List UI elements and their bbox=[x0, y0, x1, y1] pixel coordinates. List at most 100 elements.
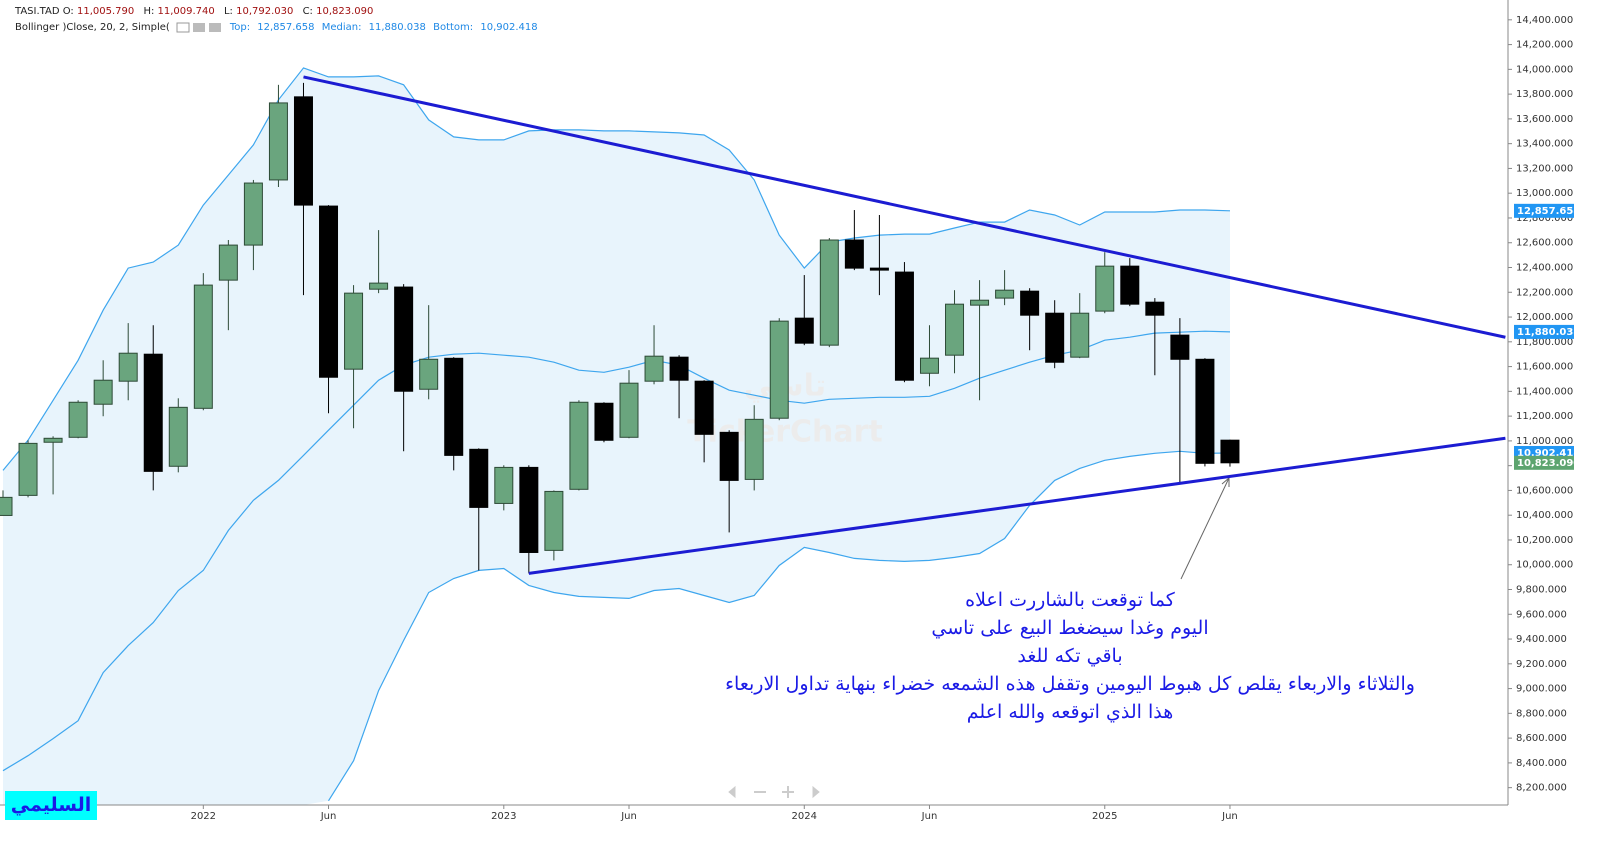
ohlc-name: C: bbox=[302, 6, 313, 17]
annotation: كما توقعت بالشاررت اعلاه اليوم وغدا سيضغط… bbox=[640, 586, 1500, 726]
annotation-line: اليوم وغدا سيضغط البيع على تاسي bbox=[931, 617, 1209, 639]
candle-body bbox=[1170, 334, 1190, 360]
annotation-line: باقي تكه للغد bbox=[1017, 645, 1123, 667]
band-value: 11,880.038 bbox=[368, 22, 426, 33]
nav-right[interactable] bbox=[812, 785, 820, 799]
y-tick-label: 11,800.000 bbox=[1516, 337, 1573, 348]
candle-body bbox=[268, 102, 288, 181]
candle-body bbox=[1120, 265, 1140, 305]
icon[interactable] bbox=[192, 22, 205, 32]
y-tick-label: 14,200.000 bbox=[1516, 40, 1573, 51]
candle-body bbox=[68, 401, 88, 438]
candle-body bbox=[719, 431, 739, 481]
ohlc-name: L: bbox=[223, 6, 233, 17]
price-tag bbox=[1514, 455, 1574, 470]
trend-line bbox=[303, 75, 1506, 339]
candle-body bbox=[869, 267, 889, 271]
y-tick-label: 14,400.000 bbox=[1516, 15, 1573, 26]
y-tick-label: 13,800.000 bbox=[1516, 89, 1573, 100]
y-tick-label: 12,000.000 bbox=[1516, 312, 1573, 323]
candle-body bbox=[619, 382, 639, 438]
icon[interactable] bbox=[176, 22, 190, 32]
y-tick-label: 9,000.000 bbox=[1516, 684, 1567, 695]
candle-body bbox=[193, 284, 213, 409]
candle-body bbox=[293, 96, 313, 206]
x-tick-label: Jun bbox=[320, 811, 337, 822]
candle-body bbox=[1220, 439, 1240, 464]
band-name: Top: bbox=[229, 22, 251, 33]
symbol: TASI.TAD bbox=[15, 6, 60, 17]
candle-body bbox=[995, 289, 1015, 299]
background bbox=[3, 67, 1230, 806]
legend-header: TASI.TAD O: 11,005.790 H: 11,009.740 L: … bbox=[15, 4, 542, 36]
indicator-params: )Close, 20, 2, Simple( bbox=[62, 22, 170, 33]
price-tag bbox=[1514, 324, 1574, 339]
y-tick-label: 10,600.000 bbox=[1516, 485, 1573, 496]
y-tick-label: 13,400.000 bbox=[1516, 139, 1573, 150]
candle-body bbox=[769, 320, 789, 419]
x-tick-label: 2022 bbox=[191, 811, 216, 822]
y-tick-label: 12,800.000 bbox=[1516, 213, 1573, 224]
candle-body bbox=[945, 303, 965, 356]
y-tick-label: 10,000.000 bbox=[1516, 560, 1573, 571]
watermark: TickerChart bbox=[687, 415, 883, 450]
candle-body bbox=[344, 292, 364, 370]
candle-body bbox=[819, 239, 839, 346]
y-tick-label: 13,000.000 bbox=[1516, 188, 1573, 199]
band-name: Bottom: bbox=[433, 22, 474, 33]
price-tag-label: 10,902.418 bbox=[1517, 448, 1580, 459]
band-value: 12,857.658 bbox=[257, 22, 315, 33]
ohlc-value: 11,009.740 bbox=[157, 6, 215, 17]
candle-body bbox=[970, 299, 990, 306]
x-tick-label: 2025 bbox=[1092, 811, 1117, 822]
band-values: Top: 12,857.658 Median: 11,880.038 Botto… bbox=[230, 22, 542, 33]
nav-zoom-in[interactable] bbox=[782, 786, 794, 798]
icon[interactable] bbox=[208, 22, 221, 32]
ohlc-value: 11,005.790 bbox=[76, 6, 135, 17]
ohlc-value: 10,823.090 bbox=[316, 6, 374, 17]
candle-body bbox=[419, 358, 439, 390]
y-tick-label: 14,000.000 bbox=[1516, 64, 1573, 75]
candle-body bbox=[494, 466, 514, 504]
y-tick-label: 9,400.000 bbox=[1516, 634, 1567, 645]
x-tick-label: Jun bbox=[620, 811, 637, 822]
candle-body bbox=[394, 286, 414, 392]
indicator-icons[interactable] bbox=[176, 22, 224, 33]
candle-body bbox=[1145, 301, 1165, 316]
candle-body bbox=[1195, 358, 1215, 464]
candle-body bbox=[644, 355, 664, 382]
candle-body bbox=[844, 239, 864, 269]
candle-body bbox=[694, 380, 714, 435]
y-tick-label: 10,200.000 bbox=[1516, 535, 1573, 546]
band-line bbox=[2, 67, 1231, 471]
nav-controls[interactable] bbox=[728, 785, 820, 799]
y-tick-label: 12,600.000 bbox=[1516, 238, 1573, 249]
candle-body bbox=[43, 437, 63, 443]
candle-body bbox=[919, 357, 939, 374]
candle-body bbox=[794, 317, 814, 344]
candle-body bbox=[1020, 290, 1040, 316]
band-fill bbox=[3, 67, 1230, 806]
candle-body bbox=[243, 182, 263, 246]
annotation-line: كما توقعت بالشاررت اعلاه bbox=[965, 589, 1175, 611]
ohlc-name: O: bbox=[62, 6, 74, 17]
candle-body bbox=[1045, 312, 1065, 363]
price-tag-label: 10,823.090 bbox=[1517, 458, 1580, 469]
nav-left[interactable] bbox=[728, 785, 736, 799]
arrow-line bbox=[1180, 477, 1230, 580]
y-tick-label: 13,200.000 bbox=[1516, 163, 1573, 174]
y-tick-label: 9,200.000 bbox=[1516, 659, 1567, 670]
y-tick-label: 9,600.000 bbox=[1516, 609, 1567, 620]
candle-body bbox=[218, 244, 238, 281]
x-tick-label: Jun bbox=[921, 811, 938, 822]
candle-body bbox=[519, 466, 539, 553]
candle-body bbox=[1070, 312, 1090, 358]
x-tick-label: Jun bbox=[1221, 811, 1238, 822]
y-tick-label: 8,200.000 bbox=[1516, 783, 1567, 794]
annotation-line: هذا الذي اتوقعه والله اعلم bbox=[966, 701, 1174, 723]
candle-body bbox=[93, 379, 113, 405]
candle-body bbox=[18, 442, 38, 496]
price-tag-label: 11,880.038 bbox=[1517, 327, 1580, 338]
